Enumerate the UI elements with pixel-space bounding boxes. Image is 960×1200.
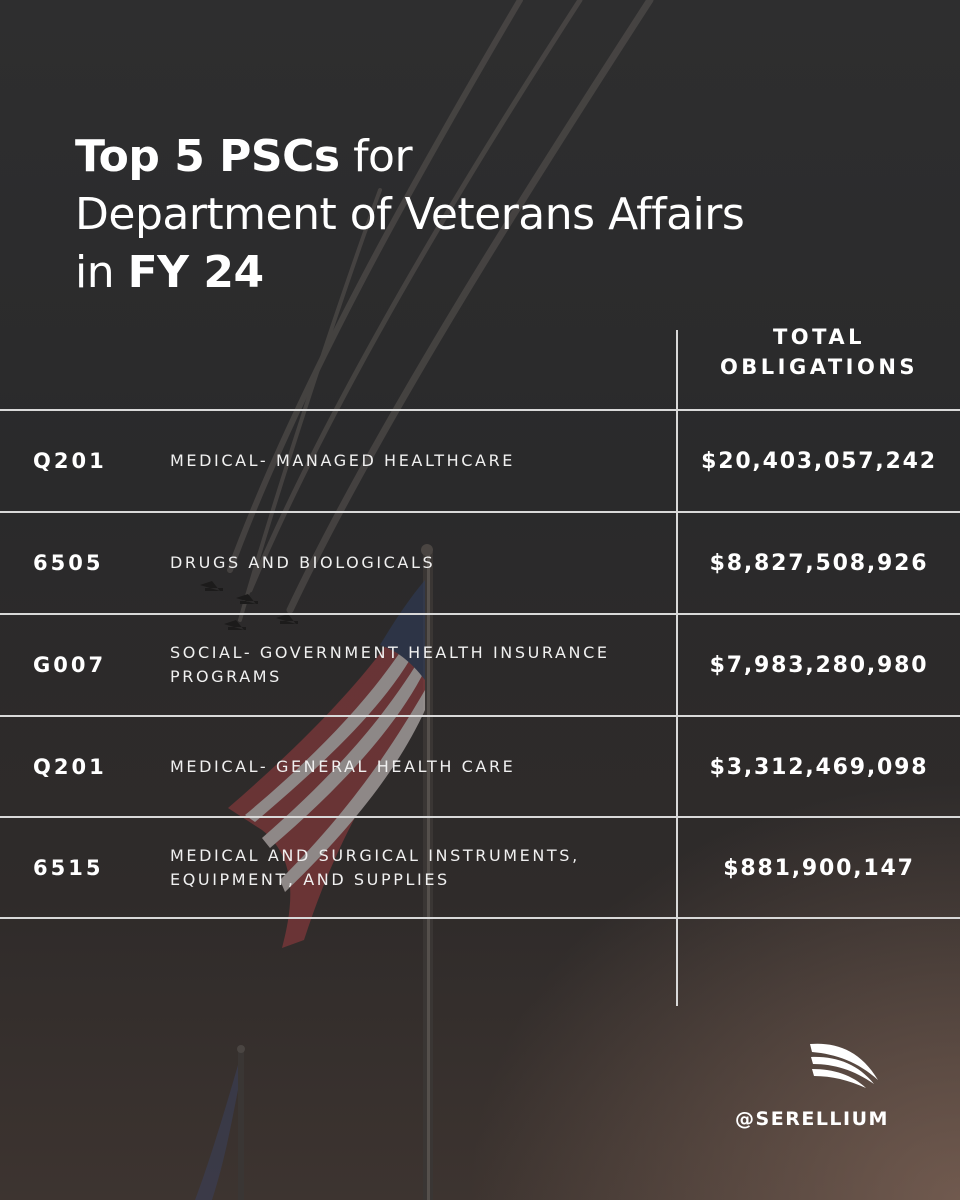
row-divider [0,917,960,919]
obligation-amount: $3,312,469,098 [709,754,929,780]
obligation-amount: $20,403,057,242 [701,448,937,474]
row-divider [0,816,960,818]
psc-description-line2: EQUIPMENT, AND SUPPLIES [170,870,450,889]
second-flagpole [195,1045,245,1200]
psc-code: 6505 [33,551,104,575]
row-divider [0,613,960,615]
table-row: Q201 MEDICAL- GENERAL HEALTH CARE $3,312… [0,717,960,817]
table-row: 6515 MEDICAL AND SURGICAL INSTRUMENTS, EQ… [0,818,960,918]
planes [200,581,298,630]
page-title: Top 5 PSCs for Department of Veterans Aff… [75,128,745,302]
flag [228,580,425,948]
obligation-amount: $8,827,508,926 [709,550,929,576]
column-divider [676,330,678,1006]
flagpole [421,544,433,1200]
psc-code: Q201 [33,449,107,473]
title-bold-part: Top 5 PSCs [75,131,340,182]
title-fiscal-year: FY 24 [127,247,264,298]
obligation-amount: $7,983,280,980 [709,652,929,678]
psc-description: MEDICAL AND SURGICAL INSTRUMENTS, EQUIPME… [170,818,670,918]
psc-description-line1: DRUGS AND BIOLOGICALS [170,553,436,572]
title-agency: Department of Veterans Affairs [75,189,745,240]
title-for: for [339,131,413,182]
psc-description-line1: MEDICAL- GENERAL HEALTH CARE [170,757,516,776]
psc-description-line1: MEDICAL- MANAGED HEALTHCARE [170,451,516,470]
smoke-trails [227,0,654,622]
psc-description-line2: PROGRAMS [170,667,282,686]
sail-wave-icon [810,1043,878,1088]
row-divider [0,715,960,717]
psc-code: 6515 [33,856,104,880]
column-header-line1: TOTAL [772,325,865,349]
table-row: 6505 DRUGS AND BIOLOGICALS $8,827,508,92… [0,513,960,613]
column-header-line2: OBLIGATIONS [719,355,919,379]
psc-description: DRUGS AND BIOLOGICALS [170,513,670,613]
table-row: Q201 MEDICAL- MANAGED HEALTHCARE $20,403… [0,411,960,511]
psc-description-line1: MEDICAL AND SURGICAL INSTRUMENTS, [170,846,580,865]
psc-description-line1: SOCIAL- GOVERNMENT HEALTH INSURANCE [170,643,610,662]
psc-description: SOCIAL- GOVERNMENT HEALTH INSURANCE PROGR… [170,615,670,715]
brand-handle[interactable]: @SERELLIUM [735,1108,889,1130]
psc-description: MEDICAL- GENERAL HEALTH CARE [170,717,670,817]
column-header-total-obligations: TOTAL OBLIGATIONS [678,322,960,382]
obligation-amount: $881,900,147 [723,855,915,881]
psc-description: MEDICAL- MANAGED HEALTHCARE [170,411,670,511]
psc-code: G007 [33,653,107,677]
title-in: in [75,247,128,298]
row-divider [0,511,960,513]
row-divider [0,409,960,411]
table-row: G007 SOCIAL- GOVERNMENT HEALTH INSURANCE… [0,615,960,715]
psc-code: Q201 [33,755,107,779]
